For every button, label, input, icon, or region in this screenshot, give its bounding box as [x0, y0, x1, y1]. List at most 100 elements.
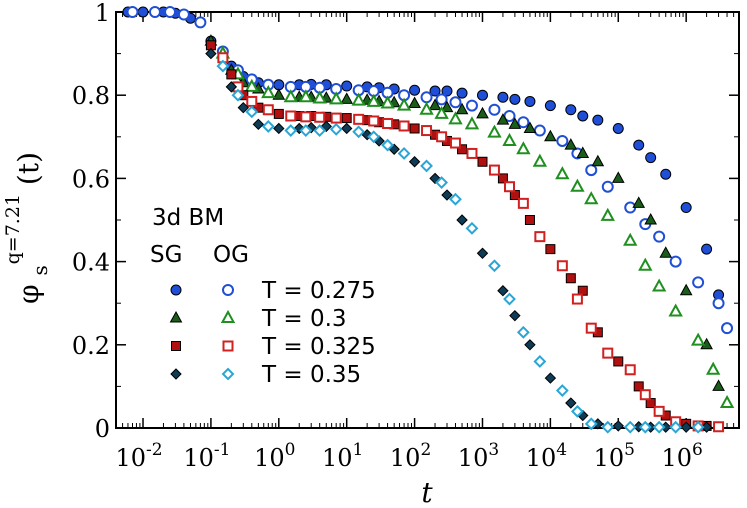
series-3 [215, 45, 735, 409]
data-point [680, 421, 692, 433]
data-point [300, 111, 312, 123]
data-point [659, 246, 673, 258]
series-5 [217, 52, 725, 433]
data-point [632, 196, 646, 208]
data-point [455, 102, 469, 115]
data-point [669, 420, 683, 434]
data-point [262, 104, 274, 116]
y-axis-label-base: φ [12, 284, 45, 304]
legend-marker-sg [169, 310, 183, 323]
legend: 3d BM SG OG T = 0.275 T = 0.3 T = 0.325 … [150, 205, 376, 388]
data-point [692, 276, 705, 289]
data-point [584, 191, 599, 205]
data-point [177, 8, 190, 21]
data-point [668, 303, 683, 317]
x-tick-label: 103 [458, 440, 499, 472]
data-point [261, 119, 275, 133]
y-axis-label-sub: s [28, 265, 52, 275]
data-point [409, 123, 420, 134]
data-point [434, 105, 449, 119]
data-point [503, 292, 516, 306]
data-point [381, 138, 394, 152]
data-point [314, 111, 326, 123]
data-point [509, 309, 521, 322]
data-point [466, 147, 478, 159]
data-point [713, 421, 725, 433]
data-point [419, 101, 434, 115]
y-axis-label-sup: q=7.21 [2, 194, 24, 264]
data-point [244, 78, 259, 92]
data-point [565, 397, 577, 409]
legend-marker-og [221, 367, 235, 381]
x-axis-label: t [421, 476, 433, 508]
data-point [477, 156, 488, 167]
data-point [602, 347, 614, 359]
data-point [237, 101, 250, 114]
data-point [380, 95, 395, 109]
data-point [435, 176, 449, 189]
data-point [382, 117, 394, 129]
y-tick-label: 0.6 [72, 165, 110, 193]
data-point [449, 96, 462, 109]
data-point [205, 47, 217, 60]
svg-text:φ s q=7.21 (: φ s q=7.21 (t) [0, 152, 54, 304]
data-point [721, 322, 734, 335]
data-point [497, 91, 509, 103]
data-point [601, 420, 615, 434]
legend-header-sg: SG [150, 242, 182, 268]
data-point [353, 113, 365, 125]
x-tick-label: 106 [661, 440, 702, 472]
data-point [283, 89, 298, 103]
data-point [705, 361, 721, 375]
data-point [570, 404, 584, 418]
data-point [367, 130, 381, 144]
data-point [701, 243, 713, 255]
data-point [398, 120, 410, 132]
data-point [644, 212, 658, 225]
x-tick-label: 100 [254, 440, 295, 472]
y-tick-label: 0.4 [72, 249, 110, 277]
data-point [502, 132, 517, 146]
data-point [231, 88, 245, 102]
data-point [226, 69, 237, 80]
data-point [298, 89, 314, 103]
data-point [312, 90, 327, 104]
data-point [397, 147, 411, 160]
data-point [517, 116, 530, 129]
legend-marker-og [222, 284, 234, 296]
data-point [429, 85, 441, 97]
data-point [585, 322, 597, 334]
data-point [532, 153, 548, 167]
data-point [464, 116, 480, 130]
data-point [585, 164, 598, 177]
data-point [225, 81, 238, 93]
data-point [544, 372, 557, 384]
data-point [441, 189, 453, 201]
data-point [497, 285, 509, 297]
data-point [612, 122, 624, 134]
data-point [465, 221, 479, 235]
data-point [340, 122, 353, 135]
data-point [555, 166, 570, 180]
data-point [435, 93, 448, 106]
x-tick-label: 105 [594, 440, 635, 472]
x-tick-label: 104 [526, 440, 567, 472]
data-point [712, 297, 725, 310]
legend-marker-sg [171, 341, 181, 351]
data-point [524, 339, 536, 351]
data-point [408, 156, 421, 168]
series-1 [126, 6, 734, 335]
data-point [591, 154, 605, 167]
data-point [126, 6, 139, 18]
data-point [544, 100, 556, 112]
data-point [245, 105, 259, 119]
y-tick-label: 0 [95, 415, 110, 443]
data-point [449, 137, 461, 149]
data-point [341, 113, 352, 124]
data-point [623, 232, 638, 246]
legend-title: 3d BM [152, 205, 224, 231]
data-point [555, 384, 569, 397]
data-point [497, 173, 508, 184]
data-point [660, 168, 672, 180]
